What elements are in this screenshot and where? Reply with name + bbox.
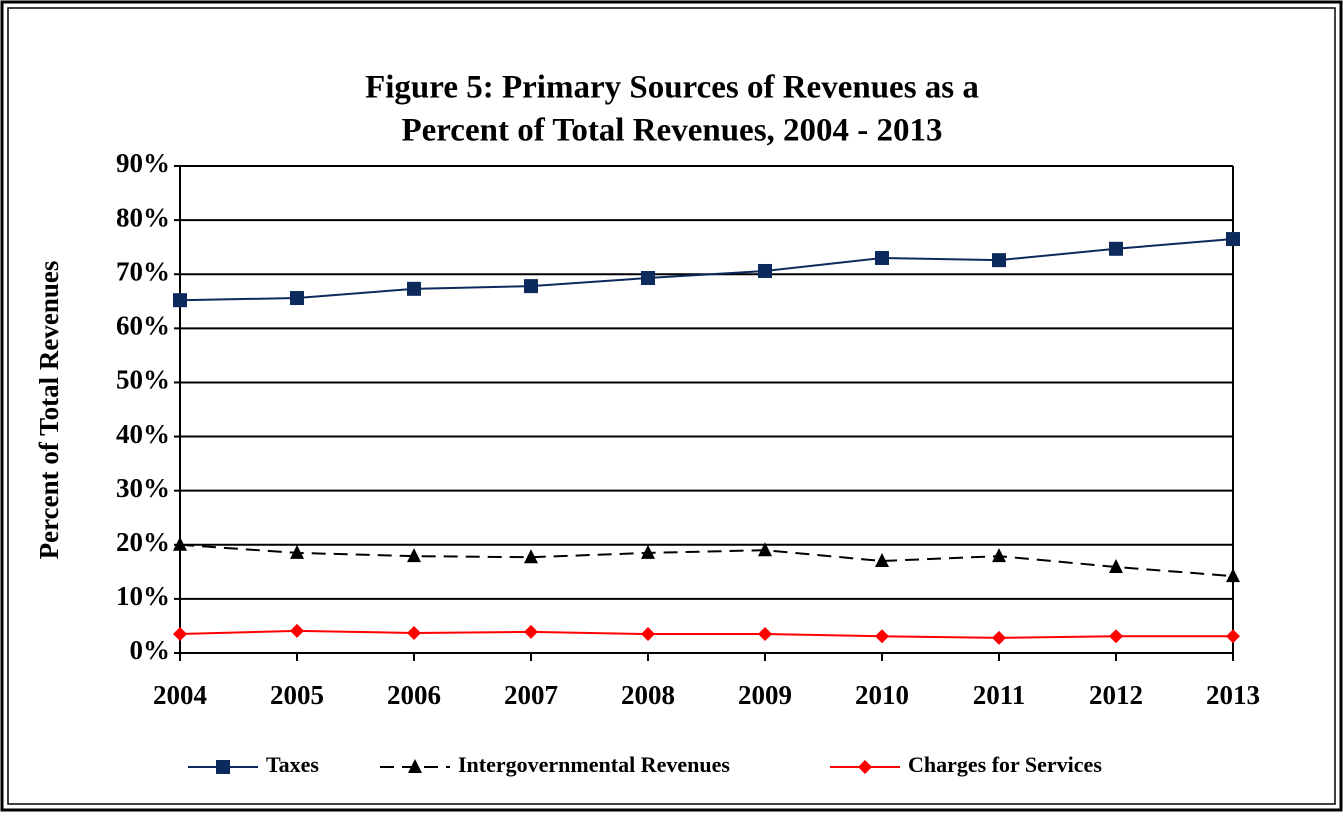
y-tick-label: 80%: [116, 202, 170, 232]
x-tick-label: 2013: [1206, 680, 1260, 710]
data-point: [875, 250, 889, 265]
x-tick-label: 2011: [973, 680, 1026, 710]
data-point: [407, 548, 421, 563]
data-point: [524, 279, 538, 294]
legend-marker: [408, 759, 422, 773]
data-point: [992, 630, 1006, 645]
x-tick-label: 2005: [270, 680, 324, 710]
data-point: [641, 271, 655, 286]
y-tick-label: 60%: [116, 311, 170, 341]
y-tick-label: 30%: [116, 473, 170, 503]
y-tick-label: 20%: [116, 527, 170, 557]
series-line: [179, 238, 1234, 302]
data-point: [524, 549, 538, 564]
y-axis-label: Percent of Total Revenues: [34, 261, 64, 560]
x-tick-label: 2007: [504, 680, 558, 710]
data-point: [992, 548, 1006, 563]
data-point: [758, 263, 772, 278]
x-tick-label: 2004: [153, 680, 207, 710]
y-tick-label: 10%: [116, 581, 170, 611]
chart-title: Percent of Total Revenues, 2004 - 2013: [401, 113, 942, 149]
y-tick-label: 0%: [130, 635, 171, 665]
legend-marker: [216, 760, 230, 774]
data-point: [1226, 568, 1240, 583]
data-point: [992, 253, 1006, 268]
series-line: [179, 629, 1233, 639]
series-line: [179, 543, 1234, 578]
data-point: [173, 536, 187, 551]
y-tick-label: 90%: [116, 148, 170, 178]
data-point: [641, 627, 655, 642]
data-point: [407, 281, 421, 296]
legend-label: Intergovernmental Revenues: [458, 752, 730, 777]
data-point: [1109, 241, 1123, 256]
data-point: [173, 627, 187, 642]
data-point: [875, 629, 889, 644]
x-tick-label: 2008: [621, 680, 675, 710]
data-point: [641, 544, 655, 559]
data-point: [290, 544, 304, 559]
x-tick-label: 2006: [387, 680, 441, 710]
legend-marker: [858, 760, 872, 774]
legend-label: Taxes: [266, 752, 319, 777]
data-point: [1226, 629, 1240, 644]
inner-frame: [7, 7, 1336, 805]
data-point: [758, 542, 772, 557]
data-point: [524, 624, 538, 639]
data-point: [758, 627, 772, 642]
y-tick-label: 50%: [116, 365, 170, 395]
y-tick-label: 70%: [116, 256, 170, 286]
data-point: [290, 291, 304, 306]
data-point: [290, 623, 304, 638]
data-point: [1109, 558, 1123, 573]
legend-label: Charges for Services: [908, 752, 1102, 777]
x-tick-label: 2009: [738, 680, 792, 710]
chart-title: Figure 5: Primary Sources of Revenues as…: [365, 70, 979, 106]
data-point: [1226, 232, 1240, 247]
data-point: [1109, 629, 1123, 644]
x-tick-label: 2010: [855, 680, 909, 710]
y-tick-label: 40%: [116, 419, 170, 449]
data-point: [875, 553, 889, 568]
data-point: [173, 293, 187, 308]
x-tick-label: 2012: [1089, 680, 1143, 710]
data-point: [407, 625, 421, 640]
